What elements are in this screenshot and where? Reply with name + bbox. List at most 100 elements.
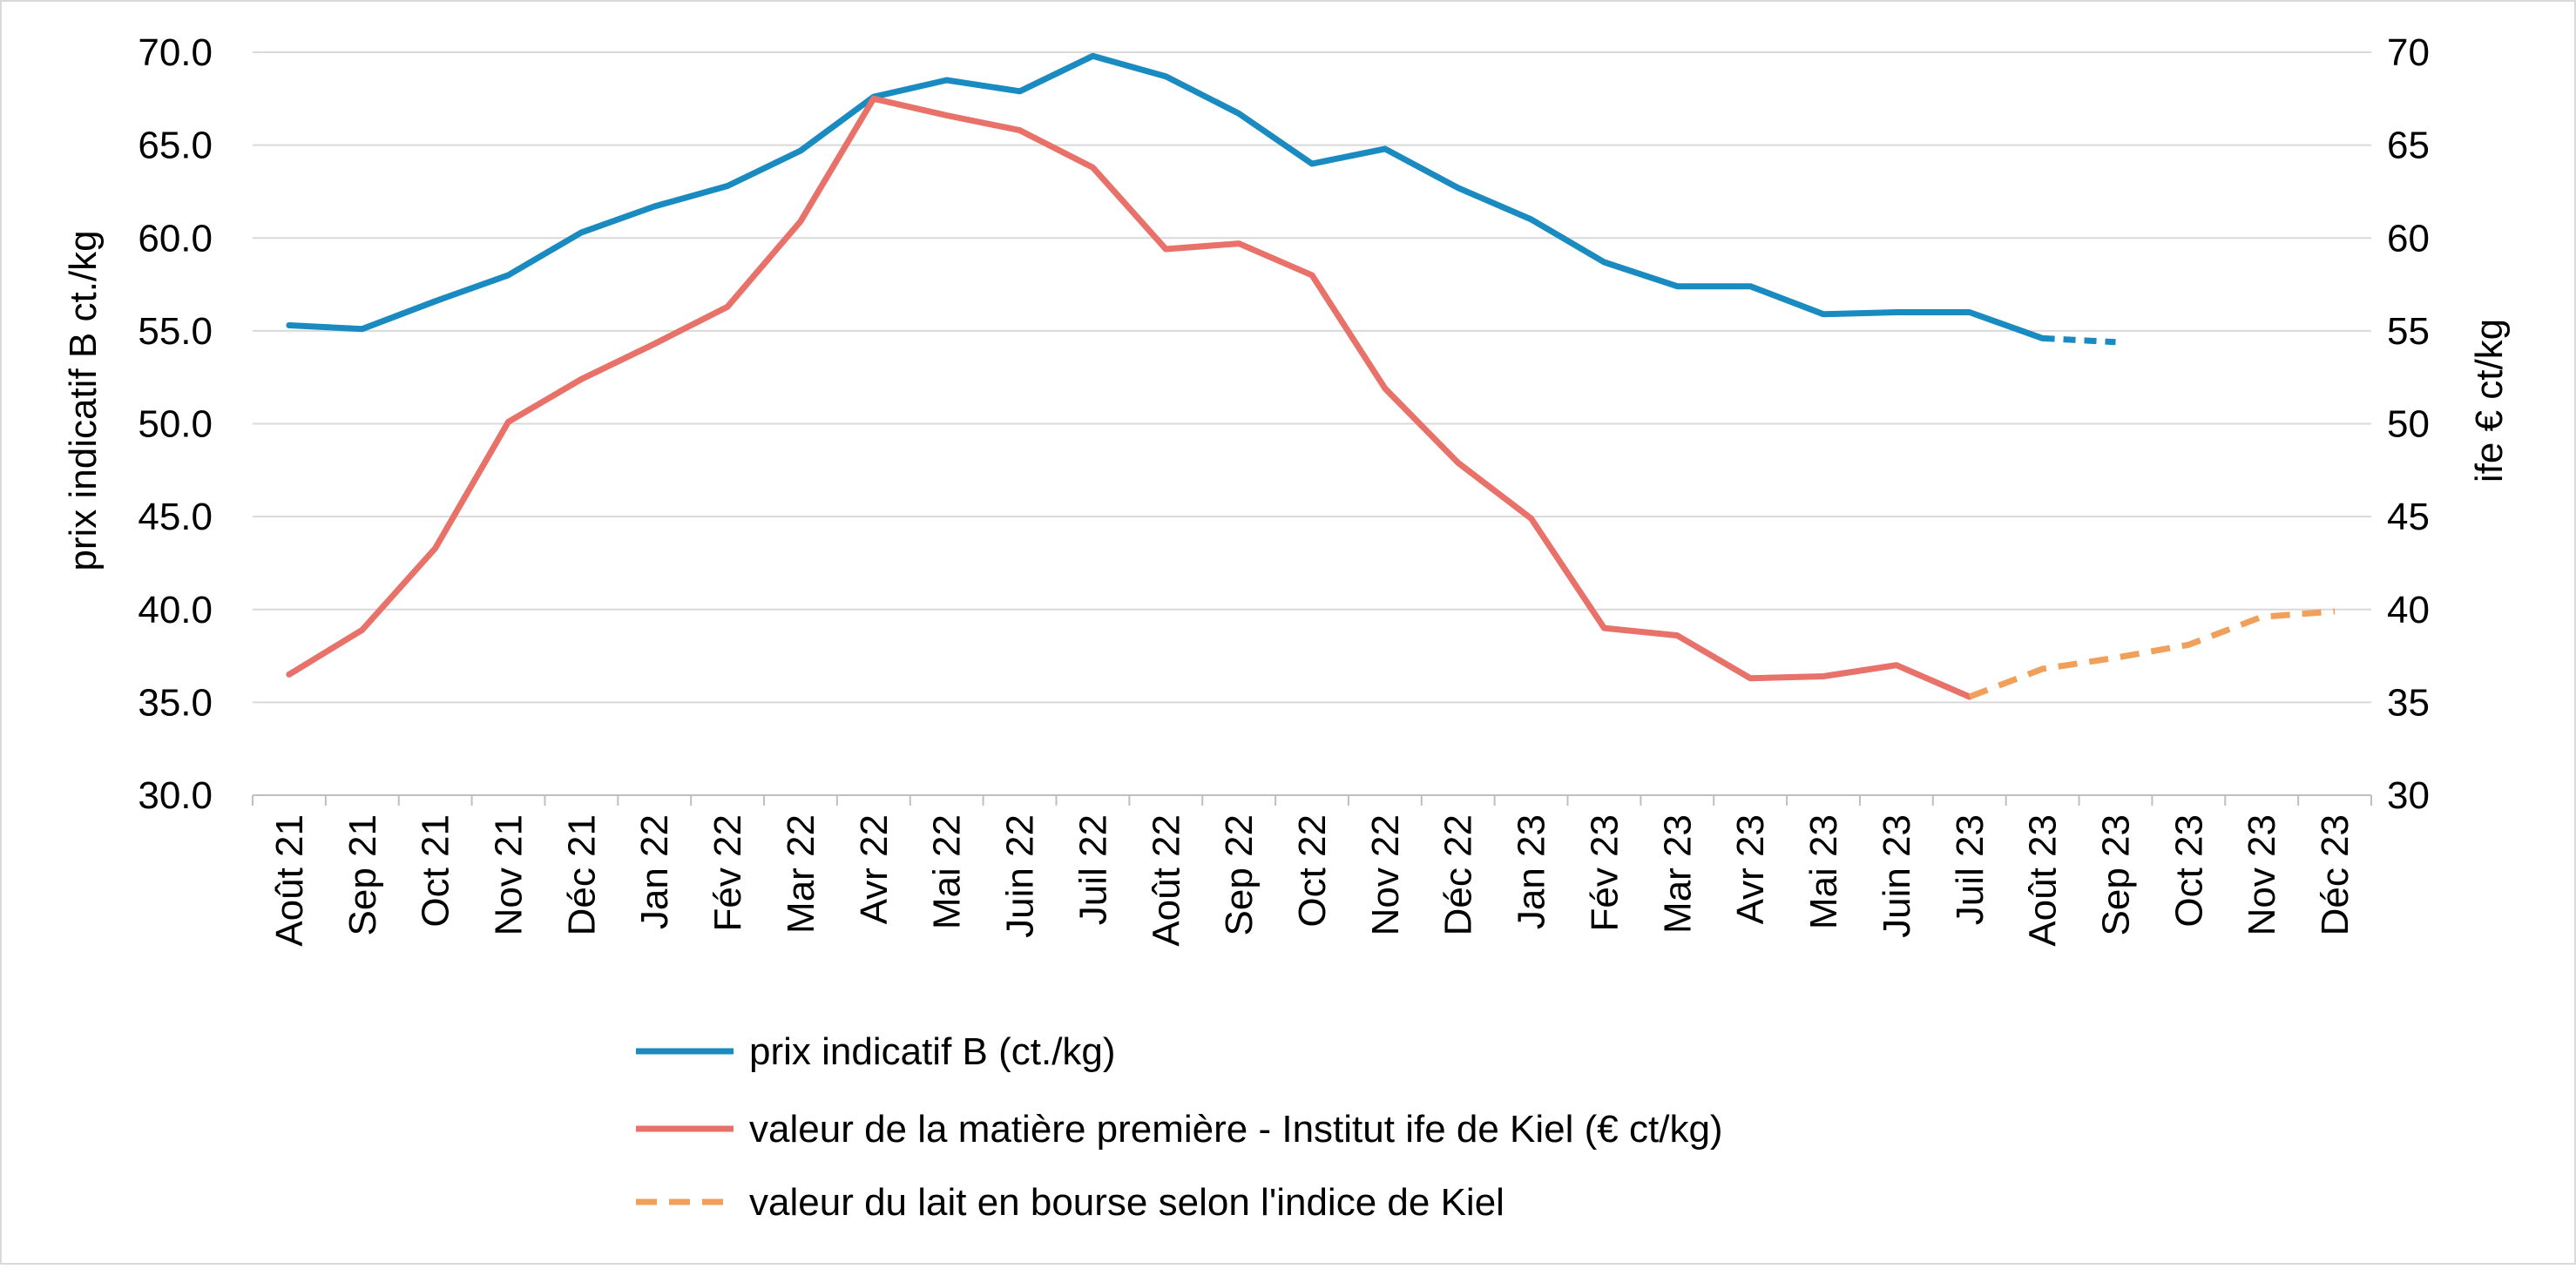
y-axis-right-ticks: 30 35 40 45 50 55 60 65 70 (2387, 31, 2430, 817)
x-tick-label: Avr 23 (1729, 814, 1772, 924)
x-tick-label: Déc 21 (560, 814, 603, 935)
data-point (1530, 218, 1533, 221)
x-tick-label: Août 21 (268, 814, 311, 947)
y-right-tick-label: 65 (2387, 125, 2430, 167)
data-point (1602, 260, 1606, 264)
legend-label: prix indicatif B (ct./kg) (749, 1030, 1116, 1073)
x-tick-label: Nov 21 (488, 814, 531, 935)
x-tick-label: Sep 22 (1218, 814, 1261, 935)
x-tick-label: Déc 22 (1437, 814, 1480, 935)
data-point (434, 300, 437, 303)
y-left-tick-label: 45.0 (138, 496, 213, 538)
data-point (1895, 311, 1898, 314)
x-tick-label: Juin 23 (1876, 814, 1918, 938)
y-axis-right-label: ife € ct/kg (2468, 319, 2511, 483)
x-tick-label: Avr 22 (853, 814, 896, 924)
data-point (1164, 75, 1167, 78)
data-point (1237, 111, 1241, 115)
x-tick-label: Fév 23 (1583, 814, 1626, 932)
x-tick-label: Nov 23 (2241, 814, 2283, 935)
data-point (726, 185, 729, 188)
series-line-2 (286, 95, 1973, 700)
data-point (652, 342, 656, 346)
x-tick-label: Mai 22 (926, 814, 969, 929)
y-right-tick-label: 70 (2387, 31, 2430, 74)
data-point (945, 78, 949, 82)
y-right-tick-label: 35 (2387, 681, 2430, 724)
y-left-tick-label: 30.0 (138, 774, 213, 817)
y-left-tick-label: 70.0 (138, 31, 213, 74)
data-point (507, 420, 510, 423)
x-tick-label: Déc 23 (2314, 814, 2356, 935)
data-point (2333, 610, 2336, 613)
y-left-tick-label: 35.0 (138, 681, 213, 724)
data-point (1457, 461, 1460, 464)
data-point (579, 231, 583, 234)
data-point (799, 149, 802, 152)
x-tick-label: Sep 21 (341, 814, 384, 935)
data-point (2113, 656, 2117, 659)
legend: prix indicatif B (ct./kg) valeur de la ma… (636, 1030, 1723, 1224)
y-left-tick-label: 50.0 (138, 403, 213, 446)
data-point (1310, 162, 1314, 165)
legend-label: valeur de la matière première - Institut… (749, 1108, 1723, 1151)
x-tick-label: Oct 22 (1291, 814, 1334, 928)
data-point (361, 628, 364, 631)
data-point (1748, 285, 1752, 288)
data-point (1822, 313, 1825, 316)
data-point (2187, 643, 2190, 646)
y-right-tick-label: 40 (2387, 589, 2430, 631)
x-axis-ticks: Août 21 Sep 21 Oct 21 Nov 21 Déc 21 Jan 22 Fév… (252, 795, 2372, 947)
legend-label: valeur du lait en bourse selon l'indice … (749, 1181, 1504, 1224)
y-right-tick-label: 60 (2387, 217, 2430, 260)
data-point (361, 327, 364, 331)
series-line-3 (1968, 608, 2336, 700)
data-point (1968, 695, 1971, 699)
data-point (1748, 677, 1752, 680)
data-point (2041, 336, 2045, 340)
data-point (1895, 664, 1898, 667)
data-point (287, 323, 291, 327)
y-axis-left-ticks: 30.0 35.0 40.0 45.0 50.0 55.0 60.0 65.0 70.0 (138, 31, 213, 817)
data-point (434, 546, 437, 550)
data-point (1310, 273, 1314, 277)
x-tick-label: Juin 22 (999, 814, 1042, 938)
data-point (1091, 165, 1094, 169)
y-right-tick-label: 50 (2387, 403, 2430, 446)
data-point (2041, 667, 2045, 671)
data-point (1968, 311, 1971, 314)
data-point (507, 273, 510, 277)
data-point (1822, 675, 1825, 678)
data-point (872, 97, 876, 100)
series-line-0 (286, 52, 2046, 341)
x-tick-label: Mar 23 (1656, 814, 1699, 934)
data-point (1675, 285, 1679, 288)
y-left-tick-label: 65.0 (138, 125, 213, 167)
x-tick-label: Mar 22 (780, 814, 822, 934)
data-point (1457, 186, 1460, 190)
x-tick-label: Jan 23 (1511, 814, 1553, 929)
data-point (1018, 90, 1022, 93)
y-left-tick-label: 40.0 (138, 589, 213, 631)
x-tick-label: Juil 23 (1949, 814, 1991, 925)
y-right-tick-label: 30 (2387, 774, 2430, 817)
data-point (287, 672, 291, 676)
data-point (726, 305, 729, 308)
y-left-tick-label: 60.0 (138, 217, 213, 260)
y-left-tick-label: 55.0 (138, 310, 213, 353)
data-point (799, 219, 802, 223)
data-point (1602, 626, 1606, 630)
data-point (579, 377, 583, 381)
x-tick-label: Sep 23 (2094, 814, 2137, 935)
x-tick-label: Jan 22 (633, 814, 676, 929)
y-axis-left-label: prix indicatif B ct./kg (62, 230, 105, 570)
data-point (652, 205, 656, 208)
grid (253, 51, 2371, 796)
data-point (1018, 129, 1022, 132)
x-tick-label: Fév 22 (707, 814, 749, 932)
y-right-tick-label: 55 (2387, 310, 2430, 353)
x-tick-label: Nov 22 (1364, 814, 1407, 935)
